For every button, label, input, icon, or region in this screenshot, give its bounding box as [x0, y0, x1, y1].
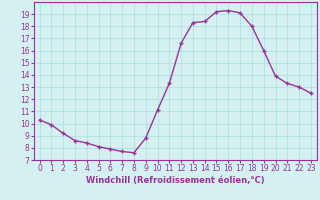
X-axis label: Windchill (Refroidissement éolien,°C): Windchill (Refroidissement éolien,°C) [86, 176, 265, 185]
